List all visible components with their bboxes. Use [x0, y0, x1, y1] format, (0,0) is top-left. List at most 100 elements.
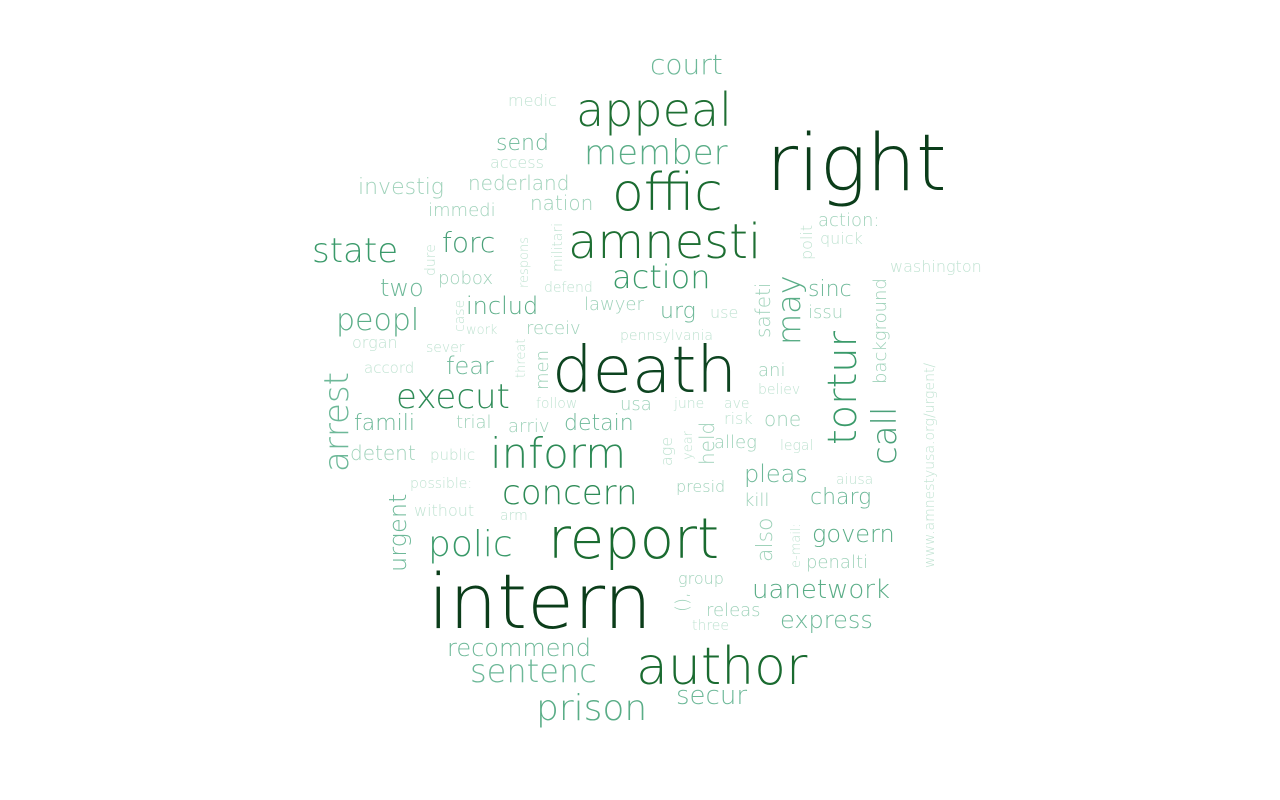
word-arrest: arrest: [317, 372, 357, 472]
word-may: may: [770, 275, 808, 345]
word-two: two: [380, 274, 424, 302]
word-report: report: [548, 507, 719, 572]
word-age: age: [657, 437, 676, 466]
word-also: also: [753, 517, 778, 562]
word-appeal: appeal: [576, 83, 732, 137]
word-uanetwork: uanetwork: [752, 575, 890, 605]
word-releas: releas: [706, 600, 761, 621]
word-one: one: [764, 407, 801, 431]
word-year: year: [681, 430, 696, 460]
word-execut: execut: [396, 377, 510, 417]
word-case: case: [452, 300, 468, 332]
word-symbol: (),: [672, 592, 693, 612]
word-washington: washington: [890, 257, 982, 276]
word-alleg: alleg: [714, 432, 757, 453]
word-lawyer: lawyer: [584, 294, 644, 315]
word-famili: famili: [354, 411, 415, 436]
word-safeti: safeti: [751, 283, 775, 338]
word-amnesti: amnesti: [568, 214, 761, 270]
word-aiusa: aiusa: [836, 472, 873, 488]
word-militari: militari: [550, 223, 566, 272]
word-peopl: peopl: [336, 303, 419, 338]
word-june: june: [673, 396, 704, 412]
word-fear: fear: [446, 352, 494, 380]
word-polit: polit: [797, 225, 816, 260]
word-e-mail: e-mail:: [789, 523, 804, 568]
word-background: background: [870, 278, 891, 384]
word-polic: polic: [428, 524, 513, 565]
word-organ: organ: [352, 333, 398, 352]
word-work: work: [466, 323, 498, 338]
word-recommend: recommend: [447, 634, 591, 662]
word-ave: ave: [724, 396, 749, 412]
word-court: court: [650, 48, 723, 81]
word-legal: legal: [780, 438, 813, 454]
word-accord: accord: [364, 359, 414, 377]
word-nederland: nederland: [468, 171, 569, 195]
word-held: held: [695, 422, 719, 465]
word-right: right: [766, 119, 947, 209]
word-secur: secur: [676, 681, 747, 711]
word-www-amnestyusa-org-urgent: www.amnestyusa.org/urgent/: [922, 363, 938, 568]
word-believ: believ: [758, 382, 800, 398]
word-follow: follow: [536, 396, 577, 412]
word-action: action: [612, 258, 711, 296]
word-sever: sever: [426, 340, 465, 356]
word-threat: threat: [514, 339, 529, 378]
word-kill: kill: [744, 490, 769, 511]
word-pennsylvania: pennsylvania: [620, 328, 713, 344]
word-inform: inform: [490, 429, 626, 478]
word-issu: issu: [808, 302, 843, 323]
word-action: action:: [818, 210, 879, 231]
word-member: member: [584, 133, 728, 173]
word-arm: arm: [500, 508, 528, 524]
word-immedi: immedi: [428, 200, 496, 221]
word-tortur: tortur: [820, 330, 866, 445]
word-men: men: [532, 350, 553, 390]
word-dure: dure: [423, 244, 439, 276]
word-concern: concern: [502, 473, 638, 513]
word-sinc: sinc: [808, 277, 852, 302]
word-group: group: [678, 569, 724, 588]
word-three: three: [692, 618, 729, 634]
word-sentenc: sentenc: [470, 652, 597, 690]
word-usa: usa: [620, 394, 652, 415]
word-trial: trial: [456, 412, 492, 433]
word-receiv: receiv: [526, 318, 581, 339]
word-urg: urg: [660, 299, 696, 324]
word-includ: includ: [466, 292, 538, 320]
word-public: public: [430, 446, 475, 464]
word-call: call: [865, 407, 905, 465]
word-send: send: [496, 131, 549, 156]
word-death: death: [552, 334, 737, 408]
word-author: author: [636, 637, 808, 697]
word-pobox: pobox: [438, 268, 493, 289]
word-without: without: [414, 501, 474, 520]
word-possible: possible:: [410, 476, 472, 492]
word-forc: forc: [442, 226, 495, 259]
word-govern: govern: [812, 520, 895, 548]
word-presid: presid: [676, 477, 725, 496]
word-detain: detain: [564, 411, 634, 436]
word-defend: defend: [544, 280, 593, 296]
word-medic: medic: [508, 91, 557, 110]
word-charg: charg: [810, 485, 871, 510]
word-state: state: [312, 231, 398, 271]
word-risk: risk: [724, 409, 753, 428]
word-ani: ani: [758, 360, 785, 381]
word-urgent: urgent: [384, 494, 412, 572]
word-detent: detent: [350, 441, 416, 465]
word-express: express: [780, 606, 873, 634]
word-respons: respons: [517, 237, 532, 288]
word-pleas: pleas: [744, 460, 808, 488]
word-arriv: arriv: [508, 416, 549, 437]
word-penalti: penalti: [806, 552, 868, 573]
word-offic: offic: [612, 163, 723, 223]
word-investig: investig: [358, 175, 444, 200]
word-access: access: [490, 153, 544, 172]
word-intern: intern: [428, 557, 652, 646]
word-quick: quick: [820, 229, 863, 248]
word-prison: prison: [536, 688, 647, 729]
word-nation: nation: [530, 191, 593, 215]
